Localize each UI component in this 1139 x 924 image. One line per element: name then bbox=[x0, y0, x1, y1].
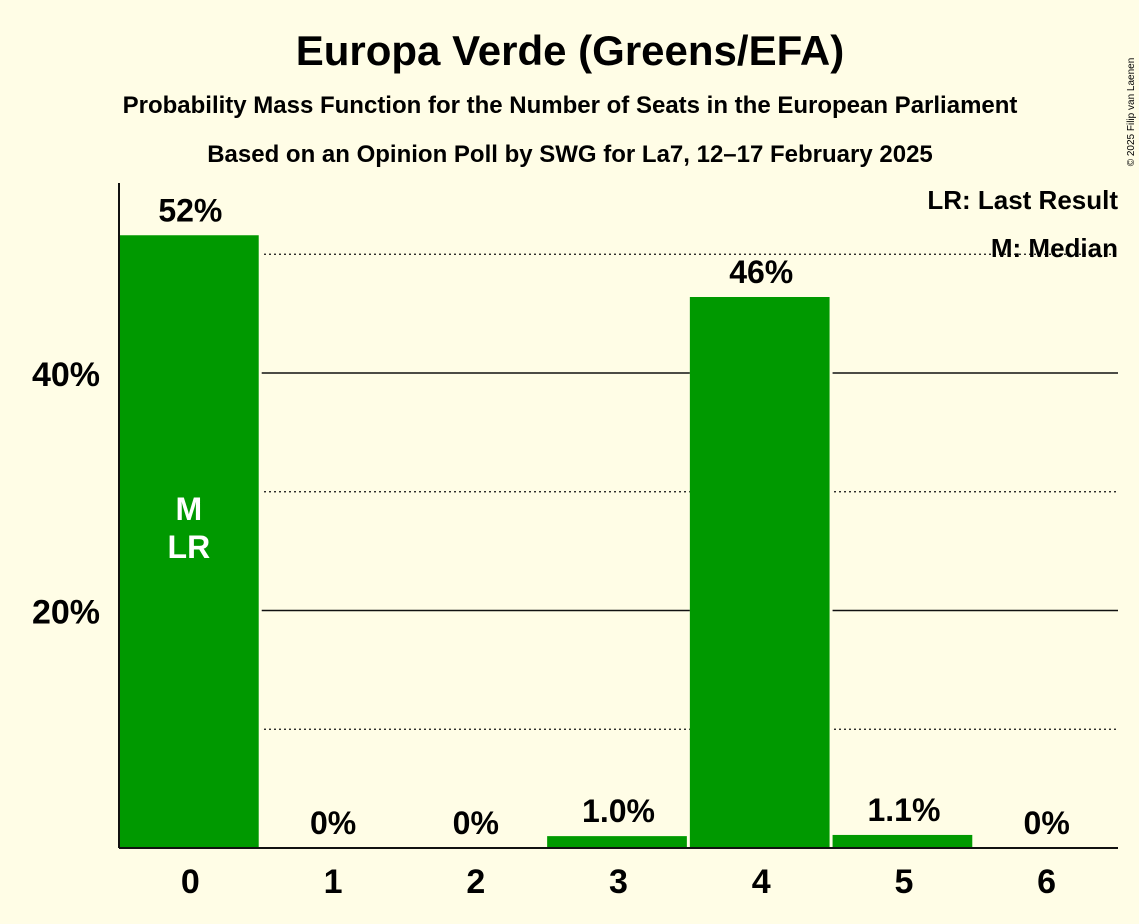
x-tick-label-6: 6 bbox=[1037, 863, 1056, 901]
bar-markers: MLR bbox=[168, 491, 211, 565]
axes bbox=[118, 183, 1118, 849]
gridlines bbox=[119, 253, 1118, 730]
value-label-4: 46% bbox=[729, 254, 793, 290]
value-labels: 52% 0% 0% 1.0% 46% 1.1% 0% bbox=[158, 192, 1069, 841]
y-tick-label-40: 40% bbox=[32, 356, 100, 394]
value-label-5: 1.1% bbox=[867, 792, 940, 828]
x-tick-label-4: 4 bbox=[752, 863, 771, 901]
value-label-2: 0% bbox=[453, 805, 499, 841]
chart-source: Based on an Opinion Poll by SWG for La7,… bbox=[207, 141, 933, 168]
bars bbox=[119, 235, 976, 848]
x-tick-labels: 0 1 2 3 4 5 6 bbox=[181, 863, 1056, 901]
copyright: © 2025 Filip van Laenen bbox=[1126, 58, 1137, 167]
marker-m: M bbox=[176, 491, 203, 527]
y-tick-labels: 20% 40% bbox=[32, 356, 100, 632]
x-tick-label-0: 0 bbox=[181, 863, 200, 901]
bar-0 bbox=[119, 235, 259, 848]
chart-title: Europa Verde (Greens/EFA) bbox=[296, 27, 845, 74]
marker-lr: LR bbox=[168, 529, 211, 565]
legend-last-result: LR: Last Result bbox=[927, 185, 1118, 215]
value-label-1: 0% bbox=[310, 805, 356, 841]
value-label-6: 0% bbox=[1024, 805, 1070, 841]
x-tick-label-5: 5 bbox=[894, 863, 913, 901]
bar-5 bbox=[832, 834, 973, 848]
value-label-3: 1.0% bbox=[582, 793, 655, 829]
x-tick-label-1: 1 bbox=[324, 863, 343, 901]
value-label-0: 52% bbox=[158, 192, 222, 228]
bar-3 bbox=[547, 836, 687, 848]
y-tick-label-20: 20% bbox=[32, 594, 100, 632]
x-tick-label-2: 2 bbox=[466, 863, 485, 901]
chart-subtitle: Probability Mass Function for the Number… bbox=[123, 92, 1018, 119]
legend-median: M: Median bbox=[991, 233, 1118, 263]
x-tick-label-3: 3 bbox=[609, 863, 628, 901]
bar-4 bbox=[689, 297, 830, 848]
